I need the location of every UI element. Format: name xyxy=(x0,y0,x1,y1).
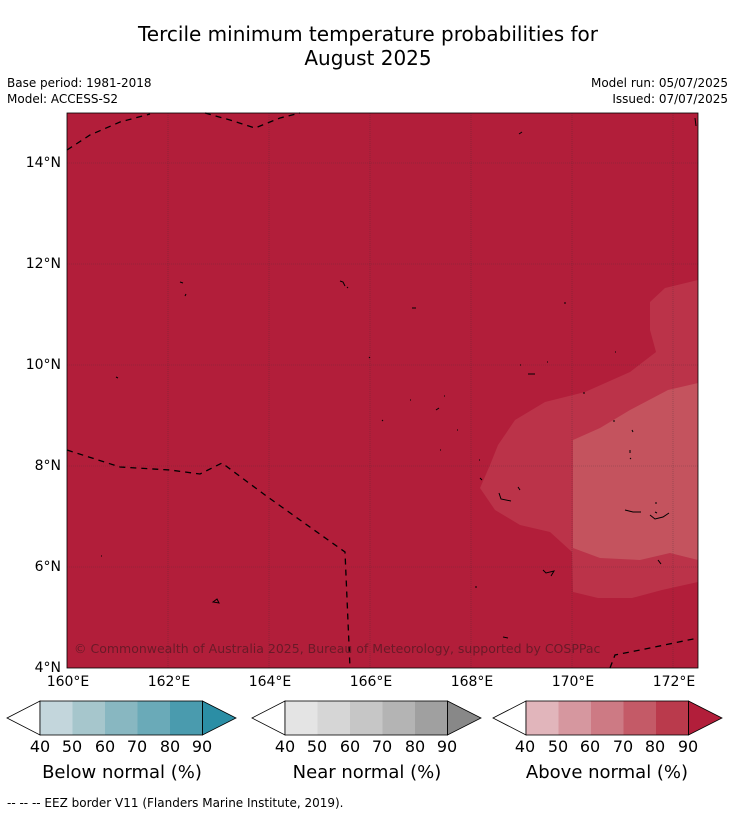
colorbar-segment xyxy=(72,701,105,735)
colorbar-segment xyxy=(656,701,689,735)
cb-below-tick: 60 xyxy=(94,737,116,756)
colorbar-segment xyxy=(170,701,203,735)
cb-below-tick: 80 xyxy=(159,737,181,756)
lat-label-12: 12°N xyxy=(25,256,61,272)
lon-label-160: 160°E xyxy=(46,674,90,690)
colorbar-extend-high xyxy=(688,700,723,736)
colorbar-outline xyxy=(284,700,448,736)
cb-near-tick: 50 xyxy=(306,737,328,756)
coastline xyxy=(101,117,697,639)
colorbar-outline xyxy=(39,700,203,736)
lat-label-8: 8°N xyxy=(34,458,61,474)
lon-label-172: 172°E xyxy=(652,674,696,690)
title-line-1: Tercile minimum temperature probabilitie… xyxy=(137,22,599,46)
cb-above-tick: 50 xyxy=(547,737,569,756)
cb-near-tick: 90 xyxy=(436,737,458,756)
cb-near-tick: 60 xyxy=(339,737,361,756)
meta-left: Base period: 1981-2018 Model: ACCESS-S2 xyxy=(7,75,152,107)
model-run: Model run: 05/07/2025 xyxy=(590,76,728,90)
lat-label-4: 4°N xyxy=(34,660,61,676)
cb-below-tick: 50 xyxy=(61,737,83,756)
above-normal-colorbar xyxy=(492,700,723,736)
colorbar-extend-high xyxy=(447,700,482,736)
near-normal-colorbar xyxy=(251,700,482,736)
colorbar-segment xyxy=(105,701,138,735)
map-panel xyxy=(66,112,699,669)
map-frame xyxy=(66,112,699,669)
cb-above-tick: 70 xyxy=(612,737,634,756)
colorbar-extend-low xyxy=(6,700,41,736)
copyright-text: © Commonwealth of Australia 2025, Bureau… xyxy=(74,641,601,656)
colorbar-extend-high xyxy=(202,700,237,736)
below-normal-label: Below normal (%) xyxy=(42,762,202,783)
colorbar-segment xyxy=(415,701,448,735)
chart-title: Tercile minimum temperature probabilitie… xyxy=(0,22,736,70)
cb-near-tick: 80 xyxy=(404,737,426,756)
cb-above-tick: 80 xyxy=(644,737,666,756)
above-70-region xyxy=(573,383,698,560)
colorbar-segment xyxy=(350,701,383,735)
cb-above-tick: 60 xyxy=(579,737,601,756)
grid-lines xyxy=(67,113,698,668)
lat-label-6: 6°N xyxy=(34,559,61,575)
colorbar-segment xyxy=(558,701,591,735)
meta-right: Model run: 05/07/2025 Issued: 07/07/2025 xyxy=(591,75,728,107)
lon-label-170: 170°E xyxy=(551,674,595,690)
near-normal-label: Near normal (%) xyxy=(292,762,442,783)
colorbar-segment xyxy=(137,701,170,735)
cb-below-tick: 40 xyxy=(29,737,51,756)
colorbar-segment xyxy=(317,701,350,735)
colorbar-segment xyxy=(591,701,624,735)
colorbar-segment xyxy=(285,701,318,735)
lon-label-166: 166°E xyxy=(349,674,393,690)
lon-label-168: 168°E xyxy=(450,674,494,690)
eez-borders xyxy=(66,112,699,669)
eez-legend: -- -- -- EEZ border V11 (Flanders Marine… xyxy=(7,796,344,810)
cb-below-tick: 70 xyxy=(126,737,148,756)
below-normal-colorbar xyxy=(6,700,237,736)
cb-near-tick: 40 xyxy=(274,737,296,756)
cb-near-tick: 70 xyxy=(371,737,393,756)
base-period: Base period: 1981-2018 xyxy=(7,76,152,90)
issued-date: Issued: 07/07/2025 xyxy=(612,92,728,106)
lat-label-14: 14°N xyxy=(25,155,61,171)
cb-below-tick: 90 xyxy=(191,737,213,756)
lon-label-162: 162°E xyxy=(147,674,191,690)
lon-label-164: 164°E xyxy=(248,674,292,690)
colorbar-extend-low xyxy=(251,700,286,736)
colorbar-extend-low xyxy=(492,700,527,736)
lat-label-10: 10°N xyxy=(25,357,61,373)
colorbar-segment xyxy=(526,701,559,735)
cb-above-tick: 40 xyxy=(514,737,536,756)
colorbar-segment xyxy=(382,701,415,735)
title-line-2: August 2025 xyxy=(304,46,432,70)
colorbar-outline xyxy=(525,700,689,736)
colorbar-segment xyxy=(40,701,73,735)
model-name: Model: ACCESS-S2 xyxy=(7,92,119,106)
above-normal-label: Above normal (%) xyxy=(525,762,689,783)
colorbar-segment xyxy=(623,701,656,735)
cb-above-tick: 90 xyxy=(677,737,699,756)
